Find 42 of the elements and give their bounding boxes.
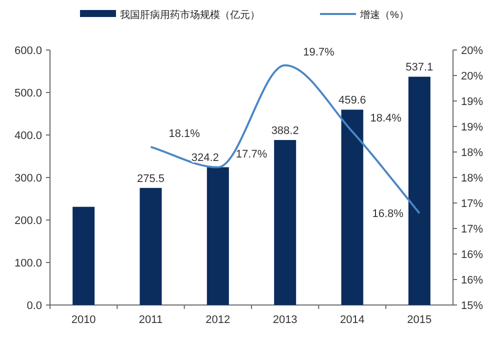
y-tick-label: 100.0 xyxy=(14,258,42,270)
x-tick-label: 2012 xyxy=(206,314,230,326)
bar xyxy=(341,110,364,305)
y-tick-label: 500.0 xyxy=(14,88,42,100)
data-label: 388.2 xyxy=(271,125,299,138)
y2-tick-label: 19% xyxy=(461,122,484,134)
data-label: 16.8% xyxy=(372,208,404,220)
bar xyxy=(274,140,296,305)
x-tick-label: 2015 xyxy=(407,314,432,326)
y2-tick-label: 15% xyxy=(461,300,484,312)
y-tick-label: 400.0 xyxy=(14,130,42,142)
bar xyxy=(72,206,95,305)
y-tick-label: 600.0 xyxy=(14,45,42,57)
y2-tick-label: 20% xyxy=(461,45,484,57)
x-tick-label: 2013 xyxy=(272,314,298,326)
y-tick-label: 0.0 xyxy=(26,300,42,312)
data-label: 19.7% xyxy=(303,46,334,58)
x-tick-label: 2011 xyxy=(138,314,163,326)
bar xyxy=(206,167,229,305)
data-label: 18.1% xyxy=(168,128,200,140)
y-tick-label: 300.0 xyxy=(14,172,42,184)
data-label: 275.5 xyxy=(136,172,165,185)
data-label: 537.1 xyxy=(406,62,434,74)
y2-tick-label: 20% xyxy=(461,70,484,82)
y2-tick-label: 16% xyxy=(461,274,484,286)
y2-tick-label: 16% xyxy=(461,249,484,261)
data-label: 17.7% xyxy=(236,148,268,160)
legend-label: 增速（%） xyxy=(359,9,409,21)
legend-label: 我国肝病用药市场规模（亿元） xyxy=(120,9,260,21)
data-label: 459.6 xyxy=(338,94,366,107)
data-label: 324.2 xyxy=(191,152,219,164)
y-tick-label: 200.0 xyxy=(14,215,42,227)
x-tick-label: 2014 xyxy=(340,314,364,326)
bar xyxy=(140,188,162,305)
data-label: 18.4% xyxy=(370,112,402,125)
y2-tick-label: 19% xyxy=(461,96,484,108)
y2-tick-label: 17% xyxy=(461,224,484,236)
bar xyxy=(408,76,430,305)
y2-tick-label: 18% xyxy=(461,147,484,159)
y2-tick-label: 18% xyxy=(461,172,484,184)
x-tick-label: 2010 xyxy=(71,314,96,326)
y2-tick-label: 17% xyxy=(461,198,484,210)
